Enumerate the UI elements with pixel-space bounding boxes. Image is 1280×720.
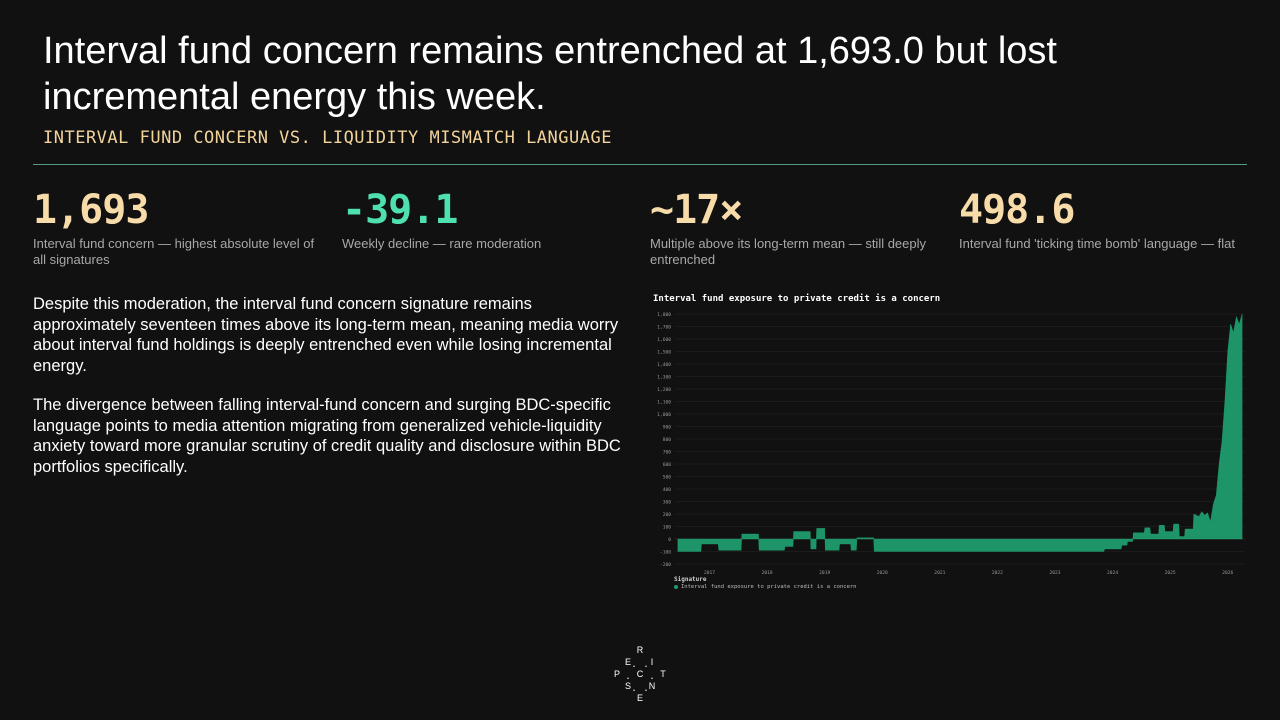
x-tick-label: 2017 bbox=[704, 570, 715, 575]
y-tick-label: 1,500 bbox=[657, 349, 671, 355]
divider-rule bbox=[33, 164, 1247, 165]
series-area bbox=[677, 313, 1243, 552]
body-paragraph: The divergence between falling interval-… bbox=[33, 396, 621, 476]
y-tick-label: 700 bbox=[663, 449, 672, 455]
kpi-card-multiple: ~17× Multiple above its long-term mean —… bbox=[650, 186, 940, 268]
logo-dot: • bbox=[633, 688, 635, 694]
x-tick-label: 2019 bbox=[819, 570, 830, 575]
kpi-card-weekly-change: -39.1 Weekly decline — rare moderation bbox=[342, 186, 632, 252]
logo-dot: • bbox=[645, 664, 647, 670]
brand-logo: R E I P C T S N E • • • • • • bbox=[612, 645, 668, 703]
legend-swatch bbox=[674, 585, 678, 589]
logo-dot: • bbox=[645, 688, 647, 694]
y-tick-label: 1,200 bbox=[657, 387, 671, 393]
legend-label: Interval fund exposure to private credit… bbox=[681, 584, 857, 590]
logo-letter: E bbox=[636, 693, 643, 703]
x-tick-label: 2018 bbox=[762, 570, 773, 575]
y-tick-label: 1,300 bbox=[657, 374, 671, 380]
logo-letter: I bbox=[650, 657, 654, 667]
x-tick-label: 2025 bbox=[1165, 570, 1176, 575]
logo-letter: E bbox=[624, 657, 631, 667]
slide-title: Interval fund concern remains entrenched… bbox=[43, 30, 1057, 118]
kpi-value: 498.6 bbox=[959, 187, 1075, 233]
body-text: Despite this moderation, the interval fu… bbox=[33, 294, 623, 496]
y-tick-label: 1,100 bbox=[657, 399, 671, 405]
logo-dot: • bbox=[627, 676, 629, 682]
logo-letter: R bbox=[636, 645, 644, 655]
legend-title: Signature bbox=[674, 576, 707, 583]
y-tick-label: 200 bbox=[663, 512, 672, 518]
y-tick-label: 0 bbox=[668, 537, 671, 543]
y-tick-label: 300 bbox=[663, 499, 672, 505]
kpi-label: Weekly decline — rare moderation bbox=[342, 236, 542, 251]
y-tick-label: 800 bbox=[663, 437, 672, 443]
kpi-label: Interval fund 'ticking time bomb' langua… bbox=[959, 236, 1235, 251]
logo-dot: • bbox=[651, 676, 653, 682]
logo-letter: P bbox=[613, 669, 620, 679]
chart-title: Interval fund exposure to private credit… bbox=[653, 294, 941, 304]
x-tick-label: 2026 bbox=[1222, 570, 1233, 575]
logo-dot: • bbox=[633, 664, 635, 670]
y-tick-label: 600 bbox=[663, 462, 672, 468]
y-tick-label: -100 bbox=[660, 549, 671, 555]
x-tick-label: 2021 bbox=[934, 570, 945, 575]
legend-item: Interval fund exposure to private credit… bbox=[674, 584, 857, 590]
x-tick-label: 2020 bbox=[877, 570, 888, 575]
y-tick-label: 500 bbox=[663, 474, 672, 480]
slide-subtitle: INTERVAL FUND CONCERN VS. LIQUIDITY MISM… bbox=[43, 128, 612, 148]
logo-letter: C bbox=[636, 669, 644, 679]
y-tick-label: 1,400 bbox=[657, 362, 671, 368]
kpi-card-ticking-bomb: 498.6 Interval fund 'ticking time bomb' … bbox=[959, 186, 1249, 252]
y-tick-label: 1,000 bbox=[657, 412, 671, 418]
kpi-label: Interval fund concern — highest absolute… bbox=[33, 236, 315, 267]
y-tick-label: 900 bbox=[663, 424, 672, 430]
y-tick-label: 100 bbox=[663, 524, 672, 530]
kpi-value: -39.1 bbox=[342, 187, 458, 233]
body-paragraph: Despite this moderation, the interval fu… bbox=[33, 295, 619, 375]
kpi-value: ~17× bbox=[650, 187, 743, 233]
kpi-value: 1,693 bbox=[33, 187, 149, 233]
logo-letter: S bbox=[624, 681, 631, 691]
y-tick-label: 1,800 bbox=[657, 312, 671, 318]
logo-letter: T bbox=[660, 669, 666, 679]
y-tick-label: 1,700 bbox=[657, 324, 671, 330]
y-tick-label: 400 bbox=[663, 487, 672, 493]
x-tick-label: 2024 bbox=[1107, 570, 1118, 575]
y-tick-label: 1,600 bbox=[657, 337, 671, 343]
x-tick-label: 2023 bbox=[1049, 570, 1060, 575]
y-tick-label: -200 bbox=[660, 562, 671, 568]
chart-svg: -200 -100 0 100 200 300 400 500 600 700 800 900 1,00… bbox=[657, 312, 1245, 575]
kpi-card-level: 1,693 Interval fund concern — highest ab… bbox=[33, 186, 323, 268]
kpi-label: Multiple above its long-term mean — stil… bbox=[650, 236, 927, 267]
logo-letter: N bbox=[648, 681, 656, 691]
chart-panel: Interval fund exposure to private credit… bbox=[648, 290, 1248, 595]
x-tick-label: 2022 bbox=[992, 570, 1003, 575]
